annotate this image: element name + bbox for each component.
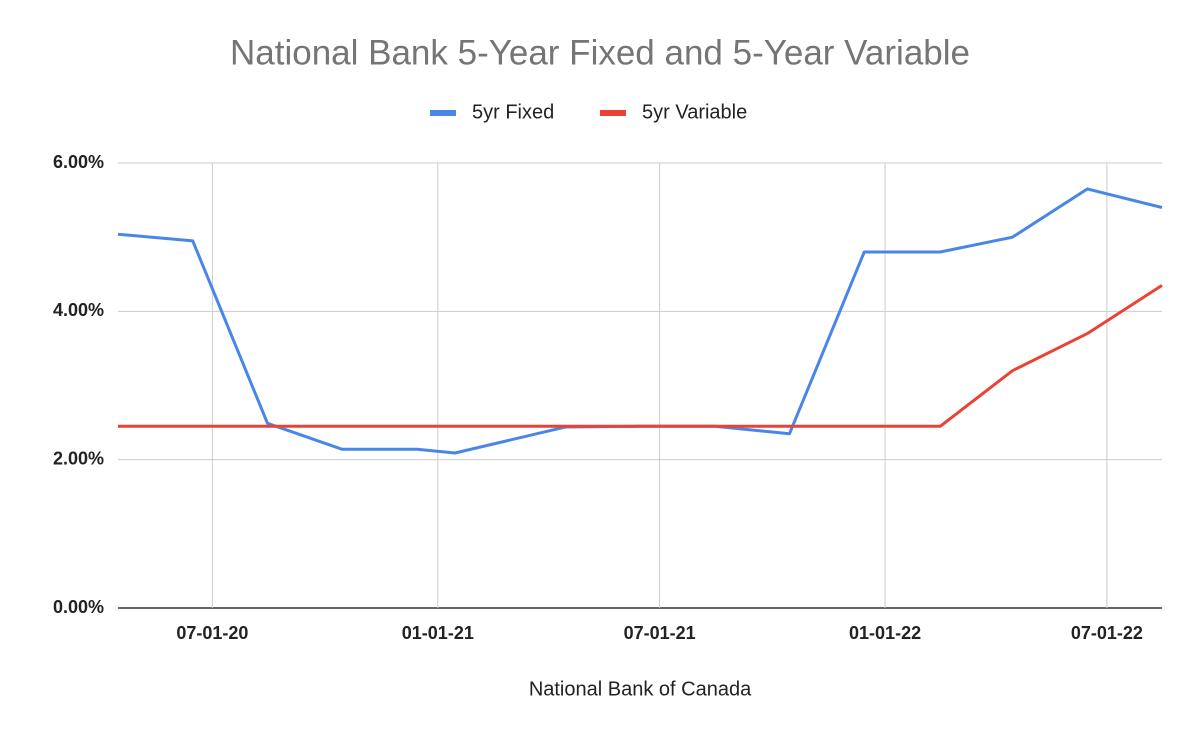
y-tick-label: 6.00% (53, 152, 104, 172)
chart-title: National Bank 5-Year Fixed and 5-Year Va… (230, 33, 970, 72)
x-tick-label: 07-01-21 (624, 623, 696, 643)
x-axis-title: National Bank of Canada (529, 678, 752, 700)
y-tick-label: 4.00% (53, 300, 104, 320)
legend-label: 5yr Fixed (472, 101, 554, 123)
legend-label: 5yr Variable (642, 101, 747, 123)
line (118, 284, 1163, 428)
x-tick-label: 07-01-20 (176, 623, 248, 643)
y-tick-label: 2.00% (53, 448, 104, 468)
x-tick-label: 01-01-22 (849, 623, 921, 643)
y-tick-label: 0.00% (53, 597, 104, 617)
x-tick-label: 01-01-21 (402, 623, 474, 643)
x-tick-label: 07-01-22 (1071, 623, 1143, 643)
